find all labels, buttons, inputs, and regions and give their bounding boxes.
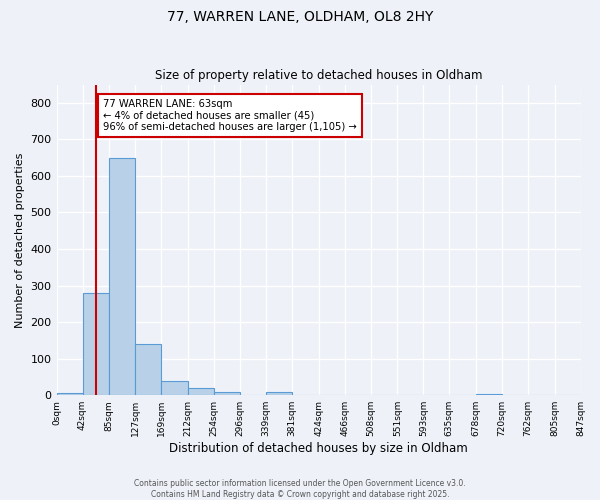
X-axis label: Distribution of detached houses by size in Oldham: Distribution of detached houses by size … bbox=[169, 442, 468, 455]
Bar bbox=[188, 388, 214, 395]
Bar bbox=[161, 382, 188, 395]
Bar bbox=[266, 392, 292, 395]
Bar bbox=[135, 344, 161, 395]
Text: Contains public sector information licensed under the Open Government Licence v3: Contains public sector information licen… bbox=[134, 478, 466, 488]
Bar bbox=[56, 394, 83, 395]
Bar bbox=[476, 394, 502, 395]
Title: Size of property relative to detached houses in Oldham: Size of property relative to detached ho… bbox=[155, 69, 482, 82]
Y-axis label: Number of detached properties: Number of detached properties bbox=[15, 152, 25, 328]
Text: 77, WARREN LANE, OLDHAM, OL8 2HY: 77, WARREN LANE, OLDHAM, OL8 2HY bbox=[167, 10, 433, 24]
Bar bbox=[214, 392, 239, 395]
Bar bbox=[109, 158, 135, 395]
Text: Contains HM Land Registry data © Crown copyright and database right 2025.: Contains HM Land Registry data © Crown c… bbox=[151, 490, 449, 499]
Bar bbox=[83, 293, 109, 395]
Text: 77 WARREN LANE: 63sqm
← 4% of detached houses are smaller (45)
96% of semi-detac: 77 WARREN LANE: 63sqm ← 4% of detached h… bbox=[103, 99, 356, 132]
